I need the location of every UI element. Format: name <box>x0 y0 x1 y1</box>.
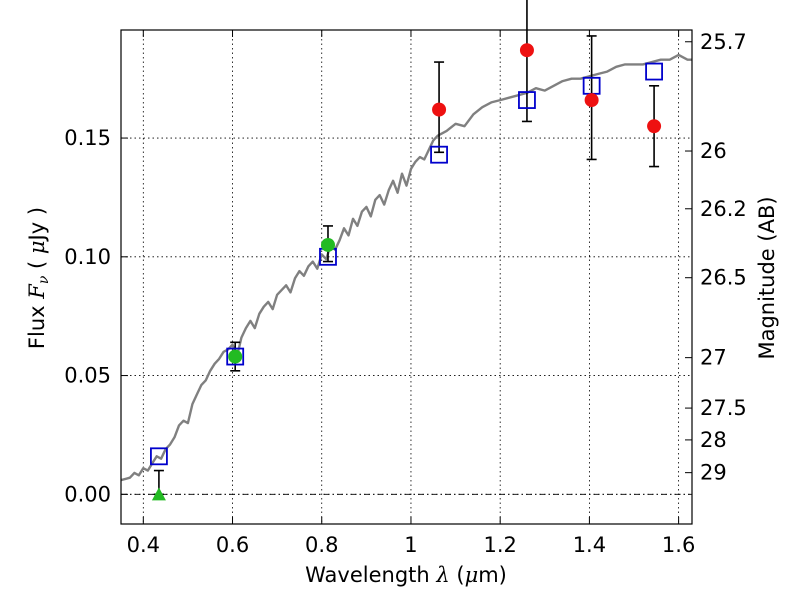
plot-frame <box>120 29 693 525</box>
x-axis-label: Wavelength λ (μm) <box>305 563 507 587</box>
magnitude-tick-label: 29 <box>700 461 727 485</box>
model-flux-square <box>645 62 663 81</box>
magnitude-axis-label: Magnitude (AB) <box>755 196 779 359</box>
nir-flux-point <box>584 93 599 108</box>
magnitude-tick-label: 27.5 <box>700 396 747 420</box>
x-tick-label: 1.6 <box>662 533 695 557</box>
y-ticks: 0.00 0.05 0.10 0.15 <box>64 126 128 506</box>
model-flux-square <box>150 447 168 466</box>
nir-flux-point <box>432 102 447 117</box>
x-tick-label: 1.2 <box>483 533 516 557</box>
marker-layer <box>150 43 663 501</box>
optical-flux-point <box>228 349 243 364</box>
y-tick-label: 0.05 <box>64 364 111 388</box>
grid <box>121 30 692 524</box>
magnitude-ticks: 25.7 26 26.2 26.5 27 27.5 28 29 <box>685 30 747 485</box>
y-tick-label: 0.00 <box>64 482 111 506</box>
model-flux-square <box>518 91 536 109</box>
errorbar-layer <box>153 0 660 496</box>
model-flux-square <box>226 347 245 366</box>
x-ticks: 0.4 0.6 0.8 1 1.2 1.4 1.6 <box>127 30 695 557</box>
magnitude-tick-label: 26.2 <box>700 197 747 221</box>
x-tick-label: 1 <box>404 533 417 557</box>
magnitude-tick-label: 28 <box>700 428 727 452</box>
y-axis-label: Flux Fν ( μJy ) <box>25 207 52 349</box>
nir-flux-point <box>647 119 662 134</box>
upper-limit-triangle <box>151 487 166 501</box>
y-tick-label: 0.10 <box>64 245 111 269</box>
magnitude-tick-label: 26 <box>700 139 727 163</box>
nir-flux-point <box>519 43 534 58</box>
x-tick-label: 1.4 <box>573 533 606 557</box>
y-tick-label: 0.15 <box>64 126 111 150</box>
x-tick-label: 0.6 <box>216 533 249 557</box>
magnitude-tick-label: 26.5 <box>700 266 747 290</box>
model-spectrum-layer <box>121 53 692 482</box>
x-tick-label: 0.4 <box>127 533 160 557</box>
model-flux-square <box>430 145 448 164</box>
x-tick-label: 0.8 <box>305 533 338 557</box>
magnitude-tick-label: 27 <box>700 346 727 370</box>
optical-flux-point <box>320 237 335 252</box>
model-spectrum-line <box>121 53 692 482</box>
magnitude-tick-label: 25.7 <box>700 30 747 54</box>
